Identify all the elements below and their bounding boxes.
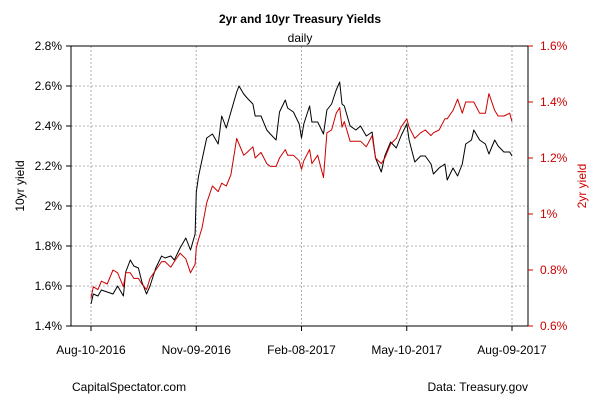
right-tick-label: 1% xyxy=(540,207,558,221)
footer-source-left: CapitalSpectator.com xyxy=(72,380,186,394)
series-lines xyxy=(90,81,513,305)
right-axis-label: 2yr yield xyxy=(575,164,589,209)
left-tick-label: 2.6% xyxy=(35,79,63,93)
right-tick-label: 0.6% xyxy=(540,319,568,333)
x-tick-label: Aug-09-2017 xyxy=(477,343,547,357)
x-tick-label: Feb-08-2017 xyxy=(267,343,336,357)
left-tick-label: 1.8% xyxy=(35,239,63,253)
left-tick-label: 1.6% xyxy=(35,279,63,293)
left-tick-label: 2.8% xyxy=(35,39,63,53)
chart-title: 2yr and 10yr Treasury Yields xyxy=(219,12,381,26)
plot-frame xyxy=(70,45,529,327)
tenyr-yield-line xyxy=(90,81,513,305)
chart-subtitle: daily xyxy=(288,31,313,45)
right-tick-label: 0.8% xyxy=(540,263,568,277)
x-tick-label: Nov-09-2016 xyxy=(162,343,232,357)
left-tick-label: 1.4% xyxy=(35,319,63,333)
x-tick-label: Aug-10-2016 xyxy=(56,343,126,357)
right-tick-label: 1.4% xyxy=(540,95,568,109)
left-axis-label: 10yr yield xyxy=(13,160,27,211)
right-tick-label: 1.6% xyxy=(540,39,568,53)
left-tick-label: 2.2% xyxy=(35,159,63,173)
twoyr-yield-line xyxy=(90,93,513,299)
axes: Aug-10-2016 Nov-09-2016 Feb-08-2017 May-10-… xyxy=(35,39,568,357)
left-tick-label: 2.4% xyxy=(35,119,63,133)
x-tick-label: May-10-2017 xyxy=(371,343,442,357)
footer-source-right: Data: Treasury.gov xyxy=(428,380,529,394)
left-tick-label: 2% xyxy=(45,199,63,213)
right-tick-label: 1.2% xyxy=(540,151,568,165)
